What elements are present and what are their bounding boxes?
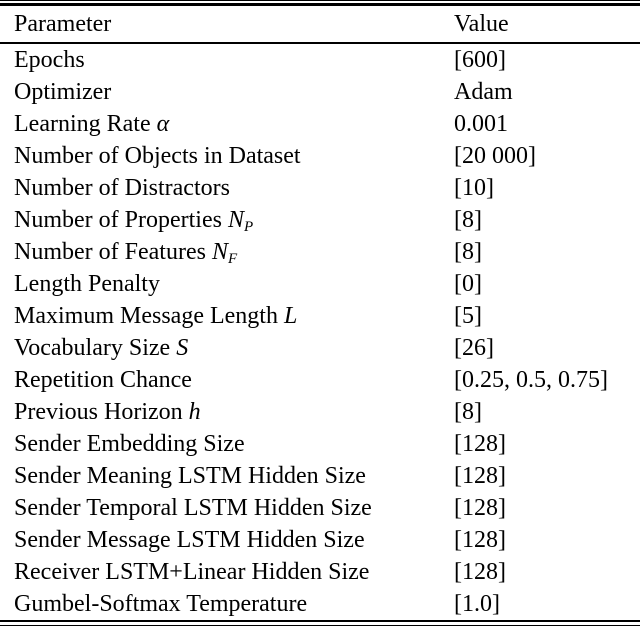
table-row: Number of Objects in Dataset [20 000]	[0, 140, 640, 172]
value-cell: [8]	[454, 206, 482, 233]
value-cell: [0.25, 0.5, 0.75]	[454, 366, 608, 393]
header-separator-rule	[0, 41, 640, 44]
parameter-math-symbol: N	[211, 238, 228, 265]
parameter-cell: Learning Rate α	[0, 108, 454, 140]
parameter-cell: Number of Distractors	[0, 172, 454, 204]
table-row: Receiver LSTM+Linear Hidden Size [128]	[0, 556, 640, 588]
value-cell: [128]	[454, 462, 506, 489]
table-row: Number of Properties NP [8]	[0, 204, 640, 236]
parameter-cell: Sender Meaning LSTM Hidden Size	[0, 460, 454, 492]
table-row: Optimizer Adam	[0, 76, 640, 108]
value-cell: [5]	[454, 302, 482, 329]
value-cell: [20 000]	[454, 142, 536, 169]
table-body: Epochs [600] Optimizer Adam Learning Rat…	[0, 44, 640, 620]
bottom-rule-thick	[0, 619, 640, 622]
table-row: Sender Meaning LSTM Hidden Size [128]	[0, 460, 640, 492]
table-row: Number of Features NF [8]	[0, 236, 640, 268]
parameter-text: Sender Temporal LSTM Hidden Size	[14, 494, 372, 521]
parameter-cell: Sender Embedding Size	[0, 428, 454, 460]
parameter-text: Optimizer	[14, 78, 112, 105]
value-cell: [128]	[454, 526, 506, 553]
parameter-cell: Number of Features NF	[0, 236, 454, 268]
parameter-cell: Previous Horizon h	[0, 396, 454, 428]
parameter-math-symbol: L	[283, 302, 298, 329]
table-row: Sender Temporal LSTM Hidden Size [128]	[0, 492, 640, 524]
table-row: Learning Rate α 0.001	[0, 108, 640, 140]
parameter-cell: Maximum Message Length L	[0, 300, 454, 332]
parameter-text: Maximum Message Length	[14, 302, 284, 329]
parameter-cell: Vocabulary Size S	[0, 332, 454, 364]
value-cell: 0.001	[454, 110, 508, 137]
parameter-cell: Length Penalty	[0, 268, 454, 300]
parameter-cell: Receiver LSTM+Linear Hidden Size	[0, 556, 454, 588]
parameter-cell: Repetition Chance	[0, 364, 454, 396]
parameter-cell: Epochs	[0, 44, 454, 76]
table-row: Maximum Message Length L [5]	[0, 300, 640, 332]
table-row: Sender Embedding Size [128]	[0, 428, 640, 460]
parameter-text: Learning Rate	[14, 110, 157, 137]
top-rule-thin	[0, 0, 640, 1]
parameter-cell: Gumbel-Softmax Temperature	[0, 588, 454, 620]
parameter-math-symbol: S	[176, 334, 189, 361]
parameter-cell: Sender Message LSTM Hidden Size	[0, 524, 454, 556]
parameter-cell: Optimizer	[0, 76, 454, 108]
table-row: Sender Message LSTM Hidden Size [128]	[0, 524, 640, 556]
parameter-text: Repetition Chance	[14, 366, 192, 393]
parameter-math-subscript: F	[227, 250, 238, 267]
value-cell: [128]	[454, 430, 506, 457]
parameter-text: Sender Message LSTM Hidden Size	[14, 526, 365, 553]
parameter-text: Previous Horizon	[14, 398, 189, 425]
parameter-text: Sender Meaning LSTM Hidden Size	[14, 462, 366, 489]
value-cell: [10]	[454, 174, 494, 201]
table-row: Number of Distractors [10]	[0, 172, 640, 204]
top-rule-thick	[0, 3, 640, 6]
parameter-math-symbol: α	[156, 110, 170, 137]
parameter-text: Gumbel-Softmax Temperature	[14, 590, 308, 617]
parameter-text: Number of Properties	[14, 206, 228, 233]
value-cell: Adam	[454, 78, 513, 105]
parameter-math-symbol: h	[188, 398, 201, 425]
table-row: Epochs [600]	[0, 44, 640, 76]
value-cell: [8]	[454, 398, 482, 425]
parameter-text: Number of Features	[14, 238, 212, 265]
parameter-text: Epochs	[14, 46, 85, 73]
value-cell: [1.0]	[454, 590, 500, 617]
parameter-cell: Number of Objects in Dataset	[0, 140, 454, 172]
value-cell: [26]	[454, 334, 494, 361]
value-cell: [128]	[454, 558, 506, 585]
parameter-text: Number of Objects in Dataset	[14, 142, 301, 169]
parameter-cell: Number of Properties NP	[0, 204, 454, 236]
parameter-text: Length Penalty	[14, 270, 160, 297]
value-cell: [128]	[454, 494, 506, 521]
parameter-text: Receiver LSTM+Linear Hidden Size	[14, 558, 370, 585]
table-row: Vocabulary Size S [26]	[0, 332, 640, 364]
bottom-rule-thin	[0, 624, 640, 626]
table-row: Length Penalty [0]	[0, 268, 640, 300]
column-header-value: Value	[454, 10, 509, 37]
parameter-math-symbol: N	[227, 206, 244, 233]
parameter-text: Vocabulary Size	[14, 334, 177, 361]
value-cell: [8]	[454, 238, 482, 265]
table-header-row: Parameter Value	[0, 6, 640, 42]
parameter-cell: Sender Temporal LSTM Hidden Size	[0, 492, 454, 524]
table-row: Gumbel-Softmax Temperature [1.0]	[0, 588, 640, 620]
parameter-text: Sender Embedding Size	[14, 430, 245, 457]
parameter-text: Number of Distractors	[14, 174, 230, 201]
column-header-parameter: Parameter	[14, 10, 112, 37]
value-cell: [0]	[454, 270, 482, 297]
table-row: Previous Horizon h [8]	[0, 396, 640, 428]
value-cell: [600]	[454, 46, 506, 73]
table-row: Repetition Chance [0.25, 0.5, 0.75]	[0, 364, 640, 396]
parameter-math-subscript: P	[243, 218, 254, 235]
